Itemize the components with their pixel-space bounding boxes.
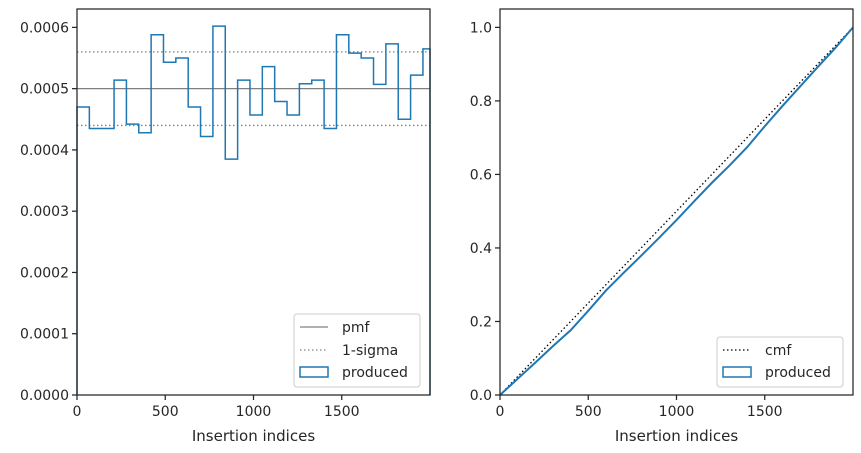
series-produced-line [499,26,854,396]
series-cmf-line [499,26,854,396]
x-tick-label-left-3: 1500 [324,404,360,420]
x-tick-label-left-1: 500 [152,404,179,420]
legend-1-sigma-label: 1-sigma [342,343,398,359]
plot-area-right [500,9,853,395]
legend-left: pmf 1-sigma produced [293,313,421,388]
y-tick-label-left-0: 0.0000 [20,388,69,404]
y-tick-label-right-3: 0.6 [470,167,492,183]
x-tick-label-right-0: 0 [496,404,505,420]
legend-pmf-label: pmf [342,320,371,336]
legend-cmf-label: cmf [765,343,792,359]
x-axis-label-right: Insertion indices [615,427,738,445]
y-tick-label-left-5: 0.0005 [20,82,69,98]
legend-produced-label-right: produced [765,365,831,381]
legend-produced-label-left: produced [342,365,408,381]
y-tick-label-right-1: 0.2 [470,314,492,330]
cmf-panel: 0 500 1000 1500 0.0 0.2 0.4 0.6 0.8 1.0 Insertion… [470,8,854,445]
y-tick-label-right-2: 0.4 [470,241,492,257]
legend-box-left [293,313,421,388]
x-tick-label-right-1: 500 [575,404,602,420]
legend-produced-swatch-right [722,366,752,378]
x-tick-label-left-0: 0 [73,404,82,420]
y-tick-label-left-4: 0.0004 [20,143,69,159]
y-tick-label-right-0: 0.0 [470,388,492,404]
legend-right: cmf produced [716,336,844,388]
y-tick-label-left-3: 0.0003 [20,204,69,220]
legend-produced-swatch-left [299,366,329,378]
x-axis-label-left: Insertion indices [192,427,315,445]
y-tick-label-left-1: 0.0001 [20,327,69,343]
series-produced-histogram [76,25,431,395]
x-tick-label-left-2: 1000 [236,404,272,420]
y-tick-label-left-2: 0.0002 [20,265,69,281]
x-tick-label-right-3: 1500 [747,404,783,420]
pmf-histogram-panel: 0 500 1000 1500 0.0000 0.0001 0.0002 0.0003 0.00… [20,8,431,445]
y-tick-label-right-5: 1.0 [470,20,492,36]
x-tick-label-right-2: 1000 [659,404,695,420]
y-tick-label-left-6: 0.0006 [20,20,69,36]
y-tick-label-right-4: 0.8 [470,94,492,110]
